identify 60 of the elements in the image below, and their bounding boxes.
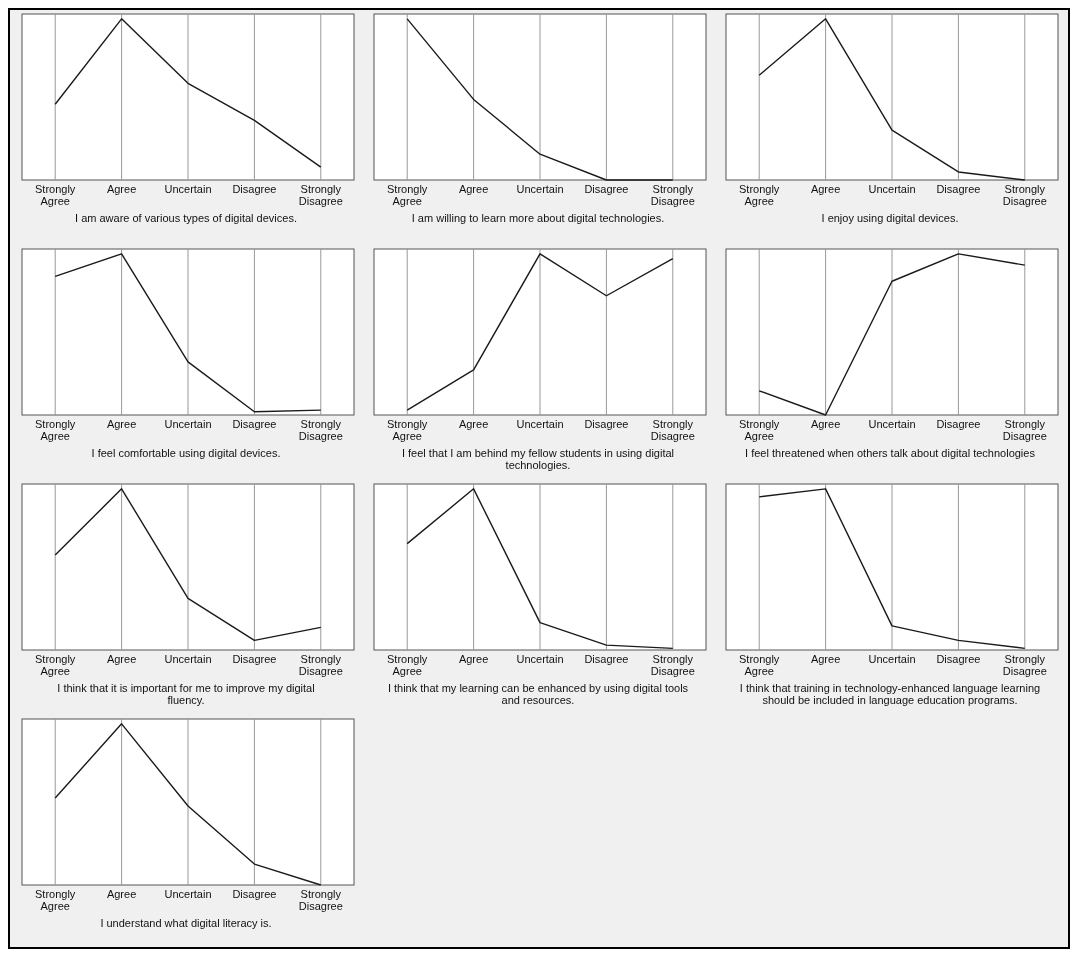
x-tick-label: Disagree xyxy=(232,653,277,665)
x-axis-title: I feel comfortable using digital devices. xyxy=(91,447,281,459)
x-axis-title: I am aware of various types of digital devices. xyxy=(75,212,297,224)
x-tick-label: Strongly Agree xyxy=(387,653,428,677)
x-tick-label: Agree xyxy=(106,183,137,195)
x-tick-label: Disagree xyxy=(936,418,981,430)
x-tick-label: Disagree xyxy=(232,183,277,195)
x-tick-label: Uncertain xyxy=(868,183,916,195)
x-tick-label: Agree xyxy=(458,418,489,430)
x-tick-label: Agree xyxy=(106,653,137,665)
x-tick-label: Strongly Disagree xyxy=(1002,418,1047,442)
x-tick-label: Uncertain xyxy=(164,888,212,900)
x-tick-label: Uncertain xyxy=(164,183,212,195)
x-tick-label: Disagree xyxy=(232,888,277,900)
x-tick-label: Strongly Agree xyxy=(35,418,76,442)
x-tick-label: Disagree xyxy=(584,653,629,665)
x-tick-label: Agree xyxy=(810,418,841,430)
x-tick-label: Agree xyxy=(458,653,489,665)
x-axis-title: I enjoy using digital devices. xyxy=(821,212,959,224)
x-axis-title: I think that it is important for me to improve my digital fluency. xyxy=(57,682,315,706)
x-tick-label: Agree xyxy=(810,653,841,665)
x-tick-label: Strongly Agree xyxy=(739,653,780,677)
x-tick-label: Strongly Disagree xyxy=(298,653,343,677)
x-tick-label: Agree xyxy=(106,888,137,900)
x-tick-label: Agree xyxy=(458,183,489,195)
x-tick-label: Uncertain xyxy=(164,418,212,430)
x-tick-label: Disagree xyxy=(232,418,277,430)
x-tick-label: Strongly Agree xyxy=(35,888,76,912)
x-axis-title: I am willing to learn more about digital technologies. xyxy=(411,212,665,224)
x-tick-label: Strongly Disagree xyxy=(650,653,695,677)
x-axis-title: I think that my learning can be enhanced by using digital tools and resources. xyxy=(387,682,689,706)
x-tick-label: Strongly Disagree xyxy=(298,418,343,442)
x-tick-label: Strongly Agree xyxy=(739,418,780,442)
x-tick-label: Uncertain xyxy=(868,418,916,430)
x-axis-title: I understand what digital literacy is. xyxy=(100,917,272,929)
x-tick-label: Uncertain xyxy=(164,653,212,665)
x-tick-label: Strongly Disagree xyxy=(650,183,695,207)
x-tick-label: Disagree xyxy=(584,183,629,195)
x-tick-label: Uncertain xyxy=(516,183,564,195)
x-tick-label: Strongly Agree xyxy=(739,183,780,207)
x-tick-label: Agree xyxy=(810,183,841,195)
x-tick-label: Strongly Disagree xyxy=(650,418,695,442)
x-tick-label: Strongly Disagree xyxy=(1002,183,1047,207)
x-axis-title: I feel threatened when others talk about digital technologies xyxy=(745,447,1036,459)
x-tick-label: Disagree xyxy=(936,183,981,195)
x-tick-label: Agree xyxy=(106,418,137,430)
x-tick-label: Strongly Agree xyxy=(387,418,428,442)
x-tick-label: Strongly Disagree xyxy=(1002,653,1047,677)
x-tick-label: Uncertain xyxy=(516,653,564,665)
x-tick-label: Strongly Disagree xyxy=(298,183,343,207)
x-tick-label: Uncertain xyxy=(868,653,916,665)
x-tick-label: Strongly Disagree xyxy=(298,888,343,912)
x-tick-label: Disagree xyxy=(584,418,629,430)
x-tick-label: Strongly Agree xyxy=(35,183,76,207)
x-axis-title: I think that training in technology-enhanced language learning should be included in language education programs. xyxy=(739,682,1041,706)
x-axis-title: I feel that I am behind my fellow students in using digital technologies. xyxy=(401,447,675,471)
x-tick-label: Disagree xyxy=(936,653,981,665)
x-tick-label: Uncertain xyxy=(516,418,564,430)
x-tick-label: Strongly Agree xyxy=(387,183,428,207)
x-tick-label: Strongly Agree xyxy=(35,653,76,677)
